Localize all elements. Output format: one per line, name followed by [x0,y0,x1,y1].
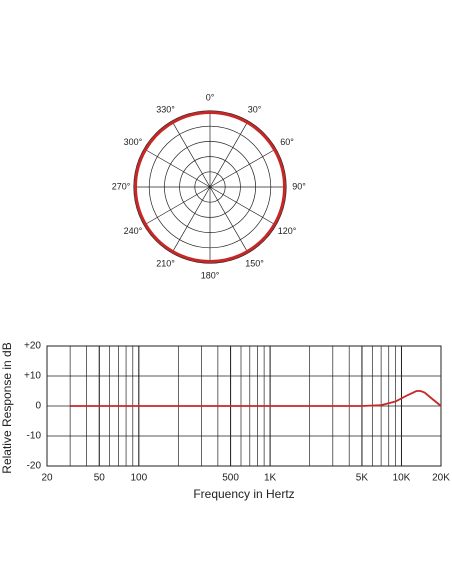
polar-spoke [144,186,211,226]
polar-spoke [171,186,211,253]
x-tick-label: 5K [356,473,369,484]
angle-label: 30° [248,104,262,114]
angle-label: 150° [245,258,264,268]
polar-spoke [209,186,249,253]
y-tick-label: +20 [24,341,41,352]
x-tick-label: 1K [264,473,277,484]
angle-label: 330° [156,104,175,114]
x-tick-label: 20 [41,473,53,484]
y-tick-label: 0 [35,401,41,412]
angle-label: 90° [292,181,306,191]
polar-spoke [144,148,211,188]
polar-spoke [209,148,276,188]
x-tick-label: 50 [94,473,106,484]
angle-label: 240° [124,226,143,236]
y-tick-label: -10 [27,431,42,442]
angle-label: 120° [278,226,297,236]
angle-label: 60° [280,137,294,147]
x-tick-label: 20K [432,473,450,484]
angle-label: 270° [112,181,131,191]
polar-spoke [209,186,276,226]
y-tick-label: +10 [24,371,41,382]
polar-spoke [171,121,211,188]
x-tick-label: 10K [393,473,411,484]
response-line [70,390,442,407]
polar-pattern [133,110,287,264]
angle-label: 210° [156,258,175,268]
y-axis-label: Relative Response in dB [0,342,14,473]
angle-label: 0° [206,92,215,102]
angle-label: 180° [201,270,220,280]
polar-spoke [209,121,249,188]
x-tick-label: 100 [130,473,147,484]
x-tick-label: 500 [222,473,239,484]
x-axis-label: Frequency in Hertz [193,487,294,501]
y-tick-label: -20 [27,461,42,472]
angle-label: 300° [124,137,143,147]
